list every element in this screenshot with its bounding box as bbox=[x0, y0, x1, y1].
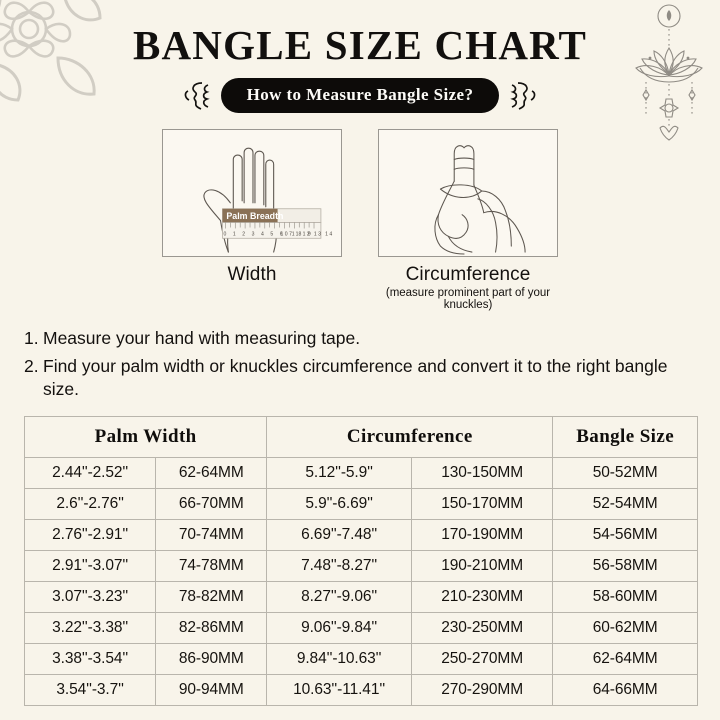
cell-palm-mm: 70-74MM bbox=[155, 519, 268, 552]
cell-circ-mm: 130-150MM bbox=[410, 457, 554, 490]
cell-circ-inches: 8.27''-9.06'' bbox=[266, 581, 412, 614]
flourish-ornament-right-icon bbox=[508, 79, 538, 113]
chart-header: BANGLE SIZE CHART How to Measure Bangle … bbox=[0, 0, 720, 114]
table-row: 2.76''-2.91'' 70-74MM 6.69''-7.48'' 170-… bbox=[23, 519, 698, 552]
cell-palm-mm: 78-82MM bbox=[155, 581, 268, 614]
figure-circumference-caption: Circumference bbox=[405, 264, 531, 286]
hand-palm-breadth-ruler-illustration: Palm Breadth 0 1 2 3 4 5 6 7 8 9 10 11 bbox=[162, 129, 342, 258]
how-to-measure-badge: How to Measure Bangle Size? bbox=[220, 78, 500, 114]
cell-circ-inches: 7.48''-8.27'' bbox=[266, 550, 412, 583]
measurement-figures: Palm Breadth 0 1 2 3 4 5 6 7 8 9 10 11 bbox=[0, 129, 720, 311]
cell-palm-mm: 66-70MM bbox=[155, 488, 268, 521]
cell-palm-inches: 3.07''-3.23'' bbox=[23, 581, 157, 614]
cell-palm-mm: 90-94MM bbox=[155, 674, 268, 707]
cell-palm-mm: 62-64MM bbox=[155, 457, 268, 490]
cell-palm-inches: 3.22''-3.38'' bbox=[23, 612, 157, 645]
cell-palm-inches: 2.91''-3.07'' bbox=[23, 550, 157, 583]
bangle-size-table: Palm Width Circumference Bangle Size 2.4… bbox=[23, 416, 698, 707]
table-row: 3.22''-3.38'' 82-86MM 9.06''-9.84'' 230-… bbox=[23, 612, 698, 645]
figure-circumference: Circumference (measure prominent part of… bbox=[378, 129, 558, 311]
cell-circ-inches: 5.9''-6.69'' bbox=[266, 488, 412, 521]
table-row: 2.91''-3.07'' 74-78MM 7.48''-8.27'' 190-… bbox=[23, 550, 698, 583]
instructions-list: 1. Measure your hand with measuring tape… bbox=[24, 327, 698, 402]
table-row: 3.54''-3.7'' 90-94MM 10.63''-11.41'' 270… bbox=[23, 674, 698, 707]
cell-circ-inches: 9.06''-9.84'' bbox=[266, 612, 412, 645]
instruction-number: 1. bbox=[24, 328, 39, 349]
cell-circ-inches: 10.63''-11.41'' bbox=[266, 674, 412, 707]
cell-circ-mm: 270-290MM bbox=[410, 674, 554, 707]
instruction-text: Measure your hand with measuring tape. bbox=[43, 328, 361, 349]
figure-width: Palm Breadth 0 1 2 3 4 5 6 7 8 9 10 11 bbox=[162, 129, 342, 311]
instruction-number: 2. bbox=[24, 355, 39, 376]
cell-circ-inches: 6.69''-7.48'' bbox=[266, 519, 412, 552]
cell-circ-mm: 230-250MM bbox=[410, 612, 554, 645]
table-row: 2.44''-2.52'' 62-64MM 5.12''-5.9'' 130-1… bbox=[23, 457, 698, 490]
instruction-text: Find your palm width or knuckles circumf… bbox=[43, 355, 668, 400]
svg-text:0 1 2 3 4 5 6 7 8 9: 0 1 2 3 4 5 6 7 8 9 bbox=[223, 231, 313, 237]
cell-palm-inches: 2.76''-2.91'' bbox=[23, 519, 157, 552]
instruction-item: 1. Measure your hand with measuring tape… bbox=[24, 327, 698, 351]
size-table-container: Palm Width Circumference Bangle Size 2.4… bbox=[23, 416, 698, 707]
table-row: 3.38''-3.54'' 86-90MM 9.84''-10.63'' 250… bbox=[23, 643, 698, 676]
figure-width-caption: Width bbox=[227, 264, 277, 286]
cell-bangle-size: 54-56MM bbox=[552, 519, 698, 552]
figure-circumference-subcaption: (measure prominent part of your knuckles… bbox=[385, 287, 551, 312]
page-title: BANGLE SIZE CHART bbox=[132, 22, 588, 68]
cell-circ-inches: 5.12''-5.9'' bbox=[266, 457, 412, 490]
table-body: 2.44''-2.52'' 62-64MM 5.12''-5.9'' 130-1… bbox=[23, 457, 698, 707]
svg-text:10 11 12 13 14: 10 11 12 13 14 bbox=[281, 231, 334, 237]
cell-circ-mm: 210-230MM bbox=[410, 581, 554, 614]
cell-circ-inches: 9.84''-10.63'' bbox=[266, 643, 412, 676]
cell-bangle-size: 64-66MM bbox=[552, 674, 698, 707]
hands-knuckle-circumference-illustration bbox=[378, 129, 558, 258]
header-palm-width: Palm Width bbox=[23, 416, 268, 459]
cell-circ-mm: 190-210MM bbox=[410, 550, 554, 583]
cell-palm-mm: 74-78MM bbox=[155, 550, 268, 583]
cell-bangle-size: 60-62MM bbox=[552, 612, 698, 645]
cell-palm-mm: 86-90MM bbox=[155, 643, 268, 676]
table-header-row: Palm Width Circumference Bangle Size bbox=[23, 416, 698, 459]
cell-bangle-size: 52-54MM bbox=[552, 488, 698, 521]
flourish-ornament-left-icon bbox=[182, 79, 212, 113]
cell-bangle-size: 58-60MM bbox=[552, 581, 698, 614]
cell-palm-inches: 2.6''-2.76'' bbox=[23, 488, 157, 521]
badge-row: How to Measure Bangle Size? bbox=[0, 78, 720, 114]
cell-bangle-size: 62-64MM bbox=[552, 643, 698, 676]
cell-palm-inches: 2.44''-2.52'' bbox=[23, 457, 157, 490]
cell-bangle-size: 56-58MM bbox=[552, 550, 698, 583]
cell-bangle-size: 50-52MM bbox=[552, 457, 698, 490]
cell-circ-mm: 250-270MM bbox=[410, 643, 554, 676]
header-bangle-size: Bangle Size bbox=[552, 416, 698, 459]
header-circumference: Circumference bbox=[266, 416, 554, 459]
cell-palm-mm: 82-86MM bbox=[155, 612, 268, 645]
cell-palm-inches: 3.54''-3.7'' bbox=[23, 674, 157, 707]
table-row: 2.6''-2.76'' 66-70MM 5.9''-6.69'' 150-17… bbox=[23, 488, 698, 521]
instruction-item: 2. Find your palm width or knuckles circ… bbox=[24, 355, 698, 402]
cell-palm-inches: 3.38''-3.54'' bbox=[23, 643, 157, 676]
cell-circ-mm: 150-170MM bbox=[410, 488, 554, 521]
svg-text:Palm Breadth: Palm Breadth bbox=[226, 211, 283, 221]
table-row: 3.07''-3.23'' 78-82MM 8.27''-9.06'' 210-… bbox=[23, 581, 698, 614]
cell-circ-mm: 170-190MM bbox=[410, 519, 554, 552]
